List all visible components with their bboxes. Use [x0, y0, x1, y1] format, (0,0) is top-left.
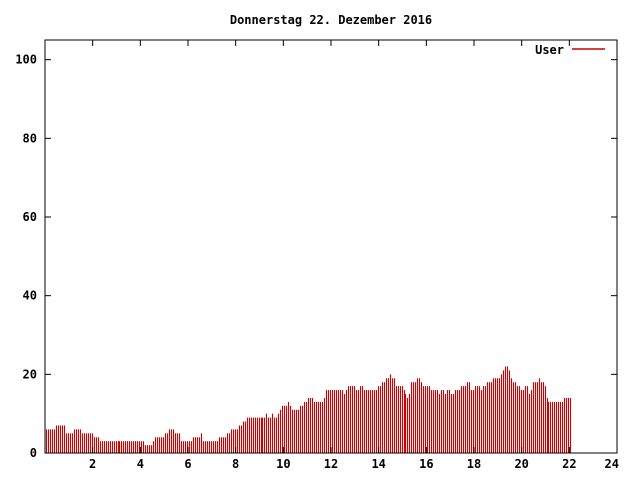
x-tick-label: 18	[467, 457, 481, 471]
x-tick-label: 12	[324, 457, 338, 471]
x-axis: 2 4 6 8 10 12 14 16 18 20 22 24	[89, 40, 619, 471]
y-tick-label: 0	[30, 446, 37, 460]
legend: User	[535, 43, 605, 57]
x-tick-label: 4	[137, 457, 144, 471]
x-tick-label: 20	[514, 457, 528, 471]
x-tick-label: 8	[232, 457, 239, 471]
x-tick-label: 24	[605, 457, 619, 471]
x-tick-label: 10	[276, 457, 290, 471]
series-user-bars	[45, 366, 572, 453]
y-tick-label: 40	[23, 289, 37, 303]
chart-title: Donnerstag 22. Dezember 2016	[230, 13, 432, 27]
y-tick-label: 80	[23, 131, 37, 145]
x-tick-label: 2	[89, 457, 96, 471]
x-tick-label: 16	[419, 457, 433, 471]
y-tick-label: 100	[15, 53, 37, 67]
y-tick-label: 60	[23, 210, 37, 224]
y-axis: 0 20 40 60 80 100	[15, 53, 617, 460]
x-tick-label: 22	[562, 457, 576, 471]
x-tick-label: 14	[371, 457, 385, 471]
y-tick-label: 20	[23, 367, 37, 381]
legend-label-user: User	[535, 43, 564, 57]
x-tick-label: 6	[184, 457, 191, 471]
